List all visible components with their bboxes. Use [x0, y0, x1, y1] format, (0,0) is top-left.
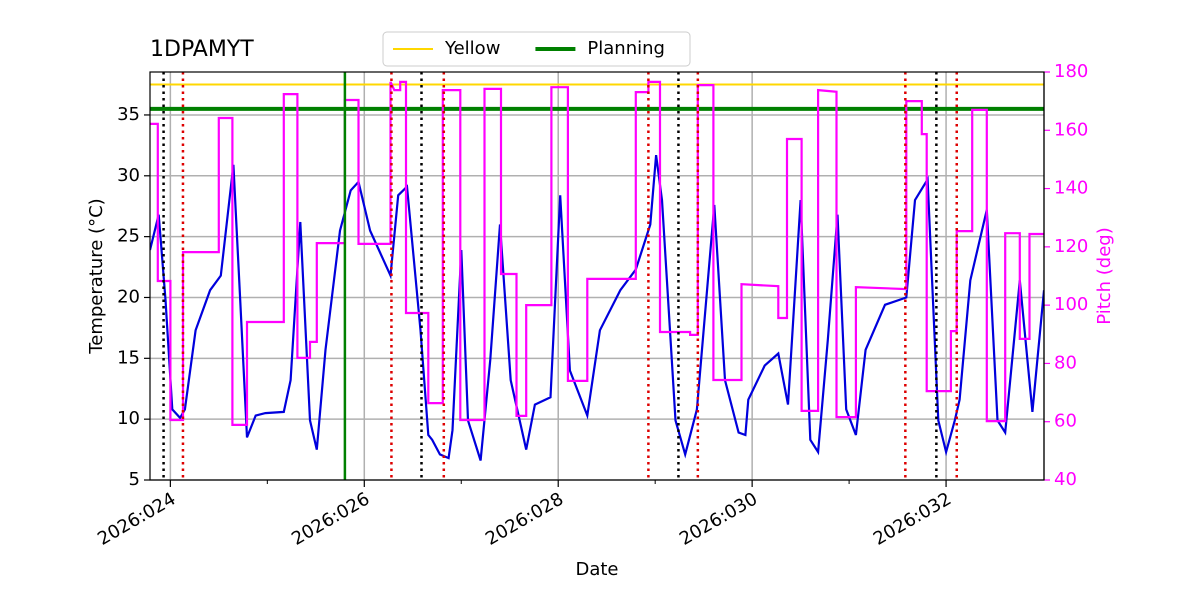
y2-tick-label: 160 [1054, 119, 1088, 140]
x-axis-label: Date [575, 559, 618, 580]
y2-tick-label: 40 [1054, 469, 1077, 490]
y-tick-label: 5 [129, 469, 140, 490]
x-tick-label: 2026:028 [482, 488, 567, 549]
y-tick-label: 25 [117, 226, 140, 247]
x-tick-label: 2026:030 [676, 488, 761, 549]
y2-tick-label: 120 [1054, 236, 1088, 257]
y2-tick-label: 140 [1054, 178, 1088, 199]
y-tick-label: 15 [117, 347, 140, 368]
y2-axis-label: Pitch (deg) [1094, 227, 1115, 325]
series-line [150, 154, 1044, 461]
legend: Yellow Planning [382, 31, 691, 67]
plot-area [150, 72, 1044, 480]
y2-tick-label: 180 [1054, 61, 1088, 82]
x-tick-label: 2026:024 [94, 488, 179, 549]
series-line [150, 80, 1044, 426]
y-tick-label: 35 [117, 104, 140, 125]
legend-label: Yellow [444, 38, 500, 59]
chart-title: 1DPAMYT [150, 37, 254, 62]
y-tick-label: 30 [117, 165, 140, 186]
y-tick-label: 10 [117, 408, 140, 429]
y-axis-label: Temperature (°C) [86, 198, 107, 354]
y-tick-label: 20 [117, 286, 140, 307]
legend-label: Planning [587, 38, 665, 59]
y2-tick-label: 80 [1054, 352, 1077, 373]
x-tick-label: 2026:032 [870, 488, 955, 549]
x-tick-label: 2026:026 [288, 488, 373, 549]
y2-tick-label: 100 [1054, 294, 1088, 315]
y2-tick-label: 60 [1054, 411, 1077, 432]
